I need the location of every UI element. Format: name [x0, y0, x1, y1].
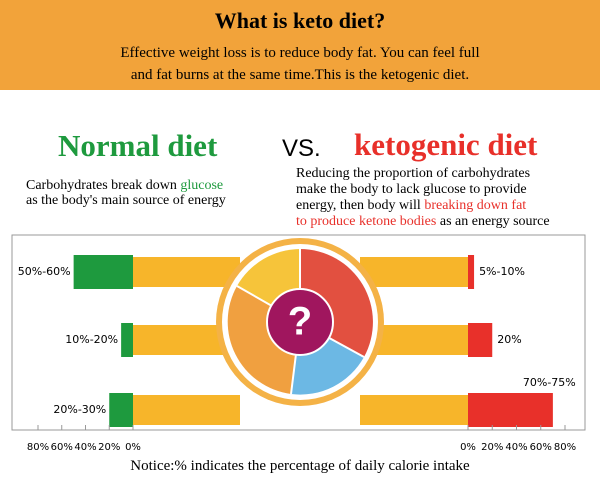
bar: [468, 255, 475, 289]
x-tick-label: 80%: [27, 442, 49, 453]
bar: [73, 255, 133, 289]
series-heading: ketogenic diet: [354, 127, 538, 162]
value-label: 70%-75%: [523, 376, 576, 389]
description-line: to produce ketone bodies as an energy so…: [296, 214, 550, 230]
x-tick-label: 20%: [98, 442, 120, 453]
value-label: 10%-20%: [65, 333, 118, 346]
bar: [468, 393, 553, 427]
text: Reducing the proportion of carbohydrates: [296, 166, 531, 181]
question-mark: ?: [288, 300, 312, 344]
text: as the body's main source of energy: [26, 193, 226, 208]
text: make the body to lack glucose to provide: [296, 182, 527, 197]
x-tick-label: 0%: [460, 442, 476, 453]
value-label: 50%-60%: [18, 265, 71, 278]
x-tick-label: 80%: [554, 442, 576, 453]
text: energy, then body will: [296, 198, 425, 213]
x-tick-label: 40%: [74, 442, 96, 453]
vs: VS.: [282, 135, 321, 162]
category-band: [133, 257, 240, 287]
description-line: as the body's main source of energy: [26, 193, 226, 208]
x-tick-label: 60%: [51, 442, 73, 453]
value-label: 20%-30%: [53, 403, 106, 416]
header-band: [0, 0, 600, 90]
chart-frame: [11, 234, 586, 431]
x-tick-label: 60%: [530, 442, 552, 453]
bar: [109, 393, 133, 427]
pie-icon: ?: [216, 238, 384, 406]
subtitle: Effective weight loss is to reduce body …: [120, 45, 480, 61]
question-badge: [266, 288, 334, 356]
description-line: Reducing the proportion of carbohydrates: [296, 166, 550, 182]
bar: [121, 323, 133, 357]
bar: [468, 323, 493, 357]
category-band: [133, 395, 240, 425]
subtitle: and fat burns at the same time.This is t…: [130, 67, 470, 83]
description: Reducing the proportion of carbohydrates…: [296, 166, 550, 230]
value-label: 20%: [497, 333, 521, 346]
note: Notice:% indicates the percentage of dai…: [130, 458, 470, 474]
highlight-text: to produce ketone bodies: [296, 214, 437, 229]
series-heading: Normal diet: [58, 128, 218, 163]
value-label: 5%-10%: [479, 265, 525, 278]
title: What is keto diet?: [214, 8, 386, 33]
x-tick-label: 40%: [505, 442, 527, 453]
text: as an energy source: [436, 214, 550, 229]
highlight-text: glucose: [180, 178, 224, 193]
text: Carbohydrates break down: [26, 178, 181, 193]
category-band: [360, 395, 468, 425]
highlight-text: breaking down fat: [424, 198, 527, 213]
description: Carbohydrates break down glucose as the b…: [26, 178, 226, 208]
description-line: energy, then body will breaking down fat: [296, 198, 550, 214]
x-tick-label: 0%: [125, 442, 141, 453]
description-line: make the body to lack glucose to provide: [296, 182, 550, 198]
description-line: Carbohydrates break down glucose: [26, 178, 226, 193]
category-band: [360, 257, 468, 287]
x-tick-label: 20%: [481, 442, 503, 453]
